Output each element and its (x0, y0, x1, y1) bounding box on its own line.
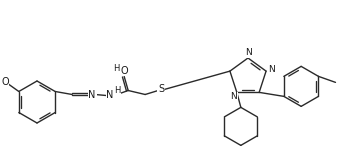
Text: H: H (113, 64, 119, 73)
Text: O: O (1, 77, 8, 87)
Text: N: N (268, 65, 275, 74)
Text: N: N (245, 48, 251, 57)
Text: O: O (120, 65, 128, 75)
Text: N: N (230, 92, 237, 101)
Text: N: N (107, 91, 114, 101)
Text: N: N (88, 90, 96, 100)
Text: S: S (158, 84, 164, 94)
Text: H: H (114, 86, 120, 95)
